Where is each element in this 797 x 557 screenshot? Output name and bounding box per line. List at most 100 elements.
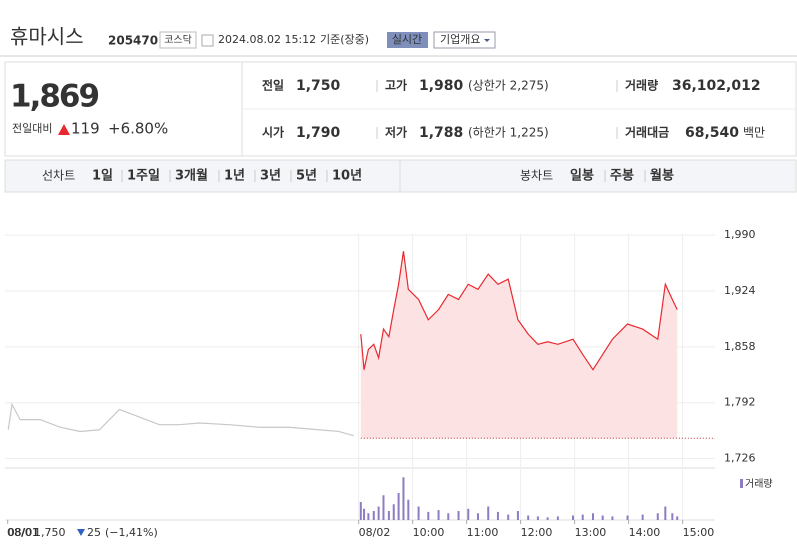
- volume-bar: [457, 511, 460, 520]
- volume-bar: [516, 511, 519, 520]
- candle-tab[interactable]: 주봉: [610, 169, 634, 184]
- volume-bar: [601, 515, 604, 520]
- x-tick-label: 15:00: [683, 526, 715, 539]
- volume-bar: [372, 511, 375, 520]
- volume-bar: [437, 510, 440, 520]
- realtime[interactable]: 실시간: [392, 33, 422, 46]
- volume-bar: [656, 513, 659, 520]
- volume-bar: [407, 499, 410, 520]
- period-tab[interactable]: 5년: [296, 169, 317, 184]
- realtime-badge[interactable]: [387, 32, 428, 48]
- x-tick-label: 11:00: [467, 526, 499, 539]
- volume-bar: [387, 511, 390, 520]
- stat-label: 거래대금: [625, 125, 669, 140]
- price: 1,869: [10, 79, 98, 115]
- volume-bar: [581, 514, 584, 520]
- stat-label: 고가: [385, 78, 407, 93]
- candle-tab[interactable]: 일봉: [570, 169, 594, 184]
- company-button[interactable]: [433, 31, 496, 49]
- x-tick-label: 13:00: [575, 526, 607, 539]
- volume-bar: [377, 506, 380, 520]
- stat-value: 1,980: [419, 78, 464, 94]
- stat-label: 저가: [385, 125, 407, 140]
- down-triangle: [77, 529, 85, 536]
- y-tick-label: 1,990: [724, 228, 756, 241]
- y-tick-label: 1,792: [724, 396, 756, 409]
- basis: 기준(장중): [320, 33, 369, 46]
- y-tick-label: 1,726: [724, 452, 756, 465]
- footer-close: 1,750: [34, 526, 66, 539]
- y-tick-label: 1,924: [724, 284, 756, 297]
- volume-bar: [611, 516, 614, 520]
- x-tick-label: 08/01: [8, 526, 40, 539]
- volume-bar: [397, 493, 400, 520]
- candle-tab[interactable]: 월봉: [650, 168, 674, 184]
- period-tab[interactable]: 3년: [260, 169, 281, 184]
- area: [360, 251, 678, 439]
- candle-label: 봉차트: [520, 169, 553, 183]
- dropdown-arrow: [484, 39, 490, 42]
- datetime: 2024.08.02 15:12: [218, 33, 316, 46]
- line-label: 선차트: [42, 169, 75, 183]
- footer-change: 25: [87, 526, 101, 539]
- volume-legend: 거래량: [745, 478, 773, 490]
- volume-bar: [546, 517, 549, 520]
- clock-icon: [201, 34, 214, 47]
- change-pct: +6.80%: [108, 120, 168, 138]
- stat-note: (하한가 1,225): [468, 126, 549, 140]
- volume-bar: [496, 511, 499, 520]
- price-line: [7, 402, 354, 437]
- volume-bar: [363, 508, 366, 520]
- volume-bar: [572, 515, 574, 520]
- stat-value: 36,102,012: [672, 78, 761, 94]
- stat-value: 1,788: [419, 125, 463, 141]
- volume-bar: [476, 513, 479, 520]
- stat-note: 백만: [743, 126, 765, 140]
- volume-bar: [641, 514, 644, 520]
- header: 휴마시스 205470 코스닥 2024.08.02 15:12 기준(장중) …: [10, 25, 496, 49]
- x-tick-label: 10:00: [413, 526, 445, 539]
- volume-bar: [402, 477, 405, 520]
- period-tab[interactable]: 10년: [332, 169, 362, 184]
- period-tab[interactable]: 1년: [224, 169, 245, 184]
- volume-bar: [556, 516, 559, 520]
- stat-value: 68,540: [685, 125, 739, 141]
- company-info[interactable]: 기업개요: [440, 33, 480, 46]
- market: 코스닥: [164, 34, 192, 46]
- x-tick-label: 14:00: [629, 526, 661, 539]
- volume-bar: [507, 514, 510, 520]
- change-label: 전일대비: [12, 121, 52, 135]
- volume-bar: [417, 506, 420, 520]
- period-tab[interactable]: 1주일: [127, 169, 160, 184]
- price-line: [360, 251, 678, 371]
- period-tab[interactable]: 3개월: [175, 168, 208, 184]
- stat-label: 전일: [262, 78, 284, 93]
- stat-label: 거래량: [625, 78, 658, 93]
- volume-bar: [382, 495, 385, 520]
- period-tab[interactable]: 1일: [92, 169, 113, 184]
- stat-value: 1,750: [296, 78, 341, 94]
- volume-bar: [527, 515, 530, 520]
- stat-note: (상한가 2,275): [468, 79, 549, 93]
- volume-bar: [591, 513, 594, 520]
- market-badge: [159, 31, 197, 49]
- up-triangle: [58, 124, 70, 135]
- change: 119: [71, 120, 100, 138]
- volume-bar: [367, 513, 370, 520]
- volume-bar: [392, 504, 395, 520]
- y-tick-label: 1,858: [724, 340, 756, 353]
- volume-bar: [447, 513, 450, 520]
- volume-bar: [671, 513, 674, 520]
- volume-bar: [467, 508, 470, 520]
- volume-bar: [427, 511, 430, 520]
- x-tick-label: 12:00: [521, 526, 553, 539]
- volume-bar: [487, 506, 490, 520]
- volume-legend-swatch: [740, 479, 743, 488]
- volume-bar: [536, 516, 539, 520]
- stat-label: 시가: [262, 125, 284, 140]
- stock-name: 휴마시스: [10, 25, 84, 49]
- volume-bar: [664, 506, 667, 520]
- volume-bar: [359, 502, 362, 520]
